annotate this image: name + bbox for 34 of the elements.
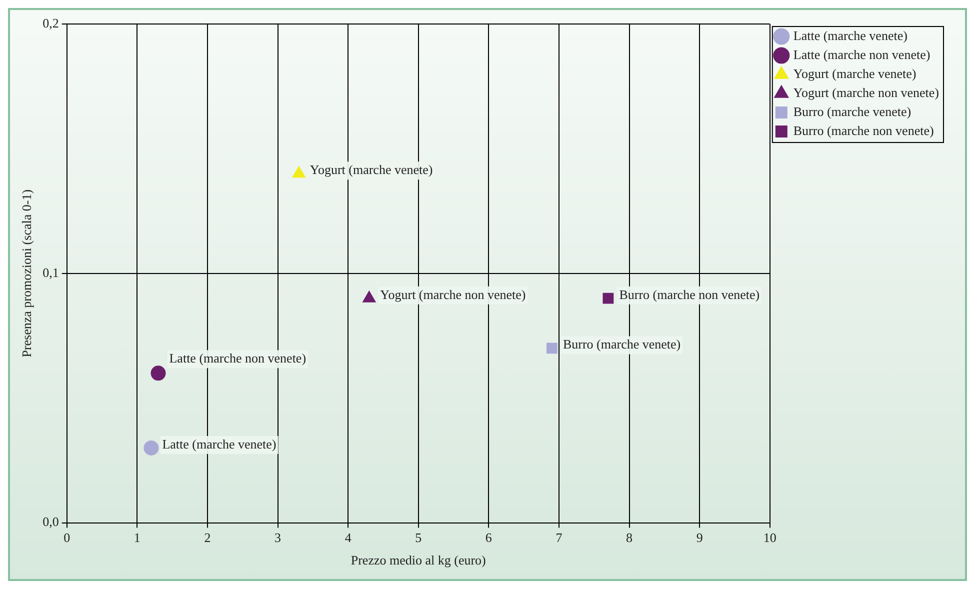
y-tick-label: 0,0 xyxy=(42,514,59,530)
legend-label: Yogurt (marche venete) xyxy=(793,66,916,81)
x-tick-label: 0 xyxy=(64,530,70,546)
text: Yogurt (marche venete) xyxy=(310,162,433,178)
x-tick-label: 1 xyxy=(134,530,140,546)
legend-label: Latte (marche venete) xyxy=(793,28,908,43)
text: Burro (marche non venete) xyxy=(619,286,760,302)
legend-label: Yogurt (marche non venete) xyxy=(793,84,939,100)
x-tick-label: 4 xyxy=(344,530,352,546)
x-tick-label: 3 xyxy=(274,530,282,546)
x-tick-label: 5 xyxy=(415,530,422,546)
legend-label: Burro (marche non venete) xyxy=(793,122,934,138)
x-tick-label: 2 xyxy=(204,530,211,546)
point xyxy=(602,292,614,304)
y-axis-title: Presenza promozioni (scala 0-1) xyxy=(19,189,34,358)
x-tick-label: 6 xyxy=(485,530,492,546)
point xyxy=(144,440,159,456)
point xyxy=(546,342,558,354)
x-tick-label: 9 xyxy=(696,530,703,546)
text: Burro (marche venete) xyxy=(562,336,681,352)
point xyxy=(292,166,306,178)
x-tick-label: 7 xyxy=(556,530,563,546)
x-tick-label: 8 xyxy=(626,530,633,546)
legend-label: Latte (marche non venete) xyxy=(793,46,930,62)
x-tick-label: 10 xyxy=(763,530,776,546)
legend-label: Burro (marche venete) xyxy=(793,104,912,119)
text: Yogurt (marche non venete) xyxy=(380,286,526,302)
point xyxy=(362,290,376,302)
x-axis-title: Prezzo medio al kg (euro) xyxy=(350,552,486,568)
text: Latte (marche venete) xyxy=(162,436,276,452)
text: Latte (marche non venete) xyxy=(169,350,306,366)
point xyxy=(150,366,166,381)
y-tick-label: 0,2 xyxy=(42,15,59,30)
y-tick-label: 0,1 xyxy=(42,264,59,280)
